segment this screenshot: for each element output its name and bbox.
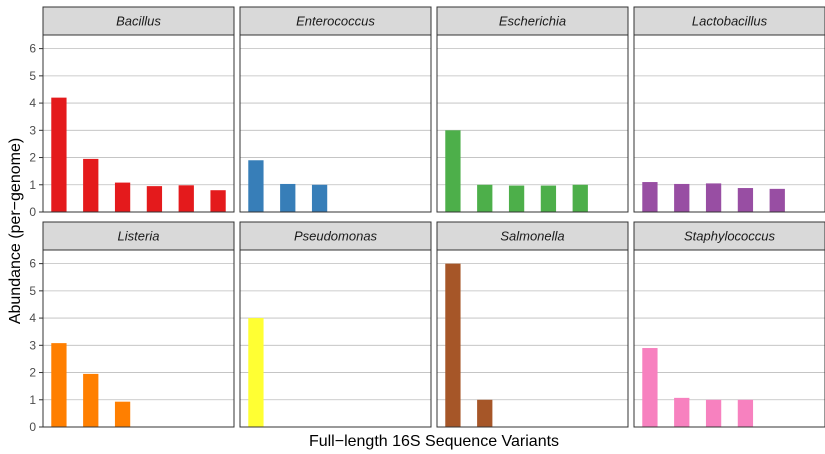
y-tick-label: 6 bbox=[29, 257, 36, 271]
panel-border bbox=[239, 34, 432, 213]
bar bbox=[146, 186, 163, 212]
facet-panel: Escherichia bbox=[436, 6, 629, 213]
bar bbox=[51, 343, 67, 427]
y-tick-label: 6 bbox=[29, 42, 36, 56]
panel-background bbox=[634, 250, 825, 427]
bar bbox=[210, 190, 226, 212]
facet-strip-label: Listeria bbox=[118, 229, 160, 244]
panel-background bbox=[437, 250, 628, 427]
facet-panel: Staphylococcus bbox=[633, 221, 825, 428]
bar bbox=[51, 97, 67, 212]
y-axis-title: Abundance (per−genome) bbox=[7, 138, 24, 324]
bar bbox=[477, 184, 493, 212]
panel-background bbox=[437, 35, 628, 212]
bar bbox=[83, 158, 99, 212]
panel-background bbox=[43, 250, 234, 427]
facet-strip bbox=[239, 221, 432, 251]
bar bbox=[248, 160, 264, 212]
y-tick-label: 1 bbox=[29, 178, 36, 192]
bar bbox=[540, 185, 557, 212]
facet-panels: Bacillus 0 1 2 3 4 5 6 Enterococcus Escherichia La… bbox=[29, 6, 825, 434]
y-tick-label: 0 bbox=[29, 205, 36, 219]
facet-strip-label: Escherichia bbox=[499, 14, 566, 29]
bar bbox=[705, 399, 722, 427]
bar bbox=[508, 185, 525, 212]
bar bbox=[248, 318, 264, 427]
panel-border bbox=[239, 249, 432, 428]
y-tick-label: 4 bbox=[29, 311, 36, 325]
bar bbox=[769, 188, 785, 212]
bar bbox=[477, 399, 493, 427]
panel-border bbox=[436, 34, 629, 213]
panel-border bbox=[633, 249, 825, 428]
bar bbox=[674, 183, 690, 212]
bar bbox=[642, 182, 658, 212]
bar bbox=[705, 183, 722, 212]
x-axis-title: Full−length 16S Sequence Variants bbox=[309, 433, 559, 450]
panel-border bbox=[436, 249, 629, 428]
panel-background bbox=[634, 35, 825, 212]
facet-panel: Listeria 0 1 2 3 4 5 6 bbox=[29, 221, 235, 434]
y-tick-label: 2 bbox=[29, 366, 36, 380]
bar bbox=[445, 130, 461, 212]
facet-panel: Enterococcus bbox=[239, 6, 432, 213]
bar bbox=[737, 188, 754, 212]
facet-strip-label: Bacillus bbox=[116, 14, 161, 29]
facet-strip bbox=[633, 221, 825, 251]
facet-strip-label: Salmonella bbox=[500, 229, 564, 244]
facet-strip-label: Pseudomonas bbox=[294, 229, 378, 244]
y-tick-label: 4 bbox=[29, 96, 36, 110]
facet-panel: Lactobacillus bbox=[633, 6, 825, 213]
facet-strip-label: Enterococcus bbox=[296, 14, 375, 29]
panel-border bbox=[42, 34, 235, 213]
y-tick-label: 3 bbox=[29, 338, 36, 352]
bar bbox=[83, 373, 99, 427]
bar bbox=[280, 183, 296, 212]
bar bbox=[642, 348, 658, 427]
facet-panel: Pseudomonas bbox=[239, 221, 432, 428]
facet-strip-label: Lactobacillus bbox=[692, 14, 768, 29]
bar bbox=[572, 184, 588, 212]
panel-background bbox=[240, 35, 431, 212]
bar bbox=[178, 185, 194, 212]
facet-strip bbox=[239, 6, 432, 36]
facet-panel: Bacillus 0 1 2 3 4 5 6 bbox=[29, 6, 235, 219]
bar bbox=[311, 184, 328, 212]
bar bbox=[674, 397, 690, 427]
facet-panel: Salmonella bbox=[436, 221, 629, 428]
panel-background bbox=[240, 250, 431, 427]
facet-strip bbox=[633, 6, 825, 36]
y-tick-label: 3 bbox=[29, 123, 36, 137]
bar bbox=[114, 401, 131, 427]
y-tick-label: 1 bbox=[29, 393, 36, 407]
panel-border bbox=[633, 34, 825, 213]
y-tick-label: 5 bbox=[29, 284, 36, 298]
y-tick-label: 0 bbox=[29, 420, 36, 434]
panel-background bbox=[43, 35, 234, 212]
facet-strip bbox=[42, 6, 235, 36]
bar bbox=[114, 182, 131, 212]
facet-strip-label: Staphylococcus bbox=[684, 229, 776, 244]
bar bbox=[445, 263, 461, 427]
y-tick-label: 5 bbox=[29, 69, 36, 83]
y-tick-label: 2 bbox=[29, 151, 36, 165]
panel-border bbox=[42, 249, 235, 428]
bar bbox=[737, 399, 754, 427]
facet-strip bbox=[42, 221, 235, 251]
